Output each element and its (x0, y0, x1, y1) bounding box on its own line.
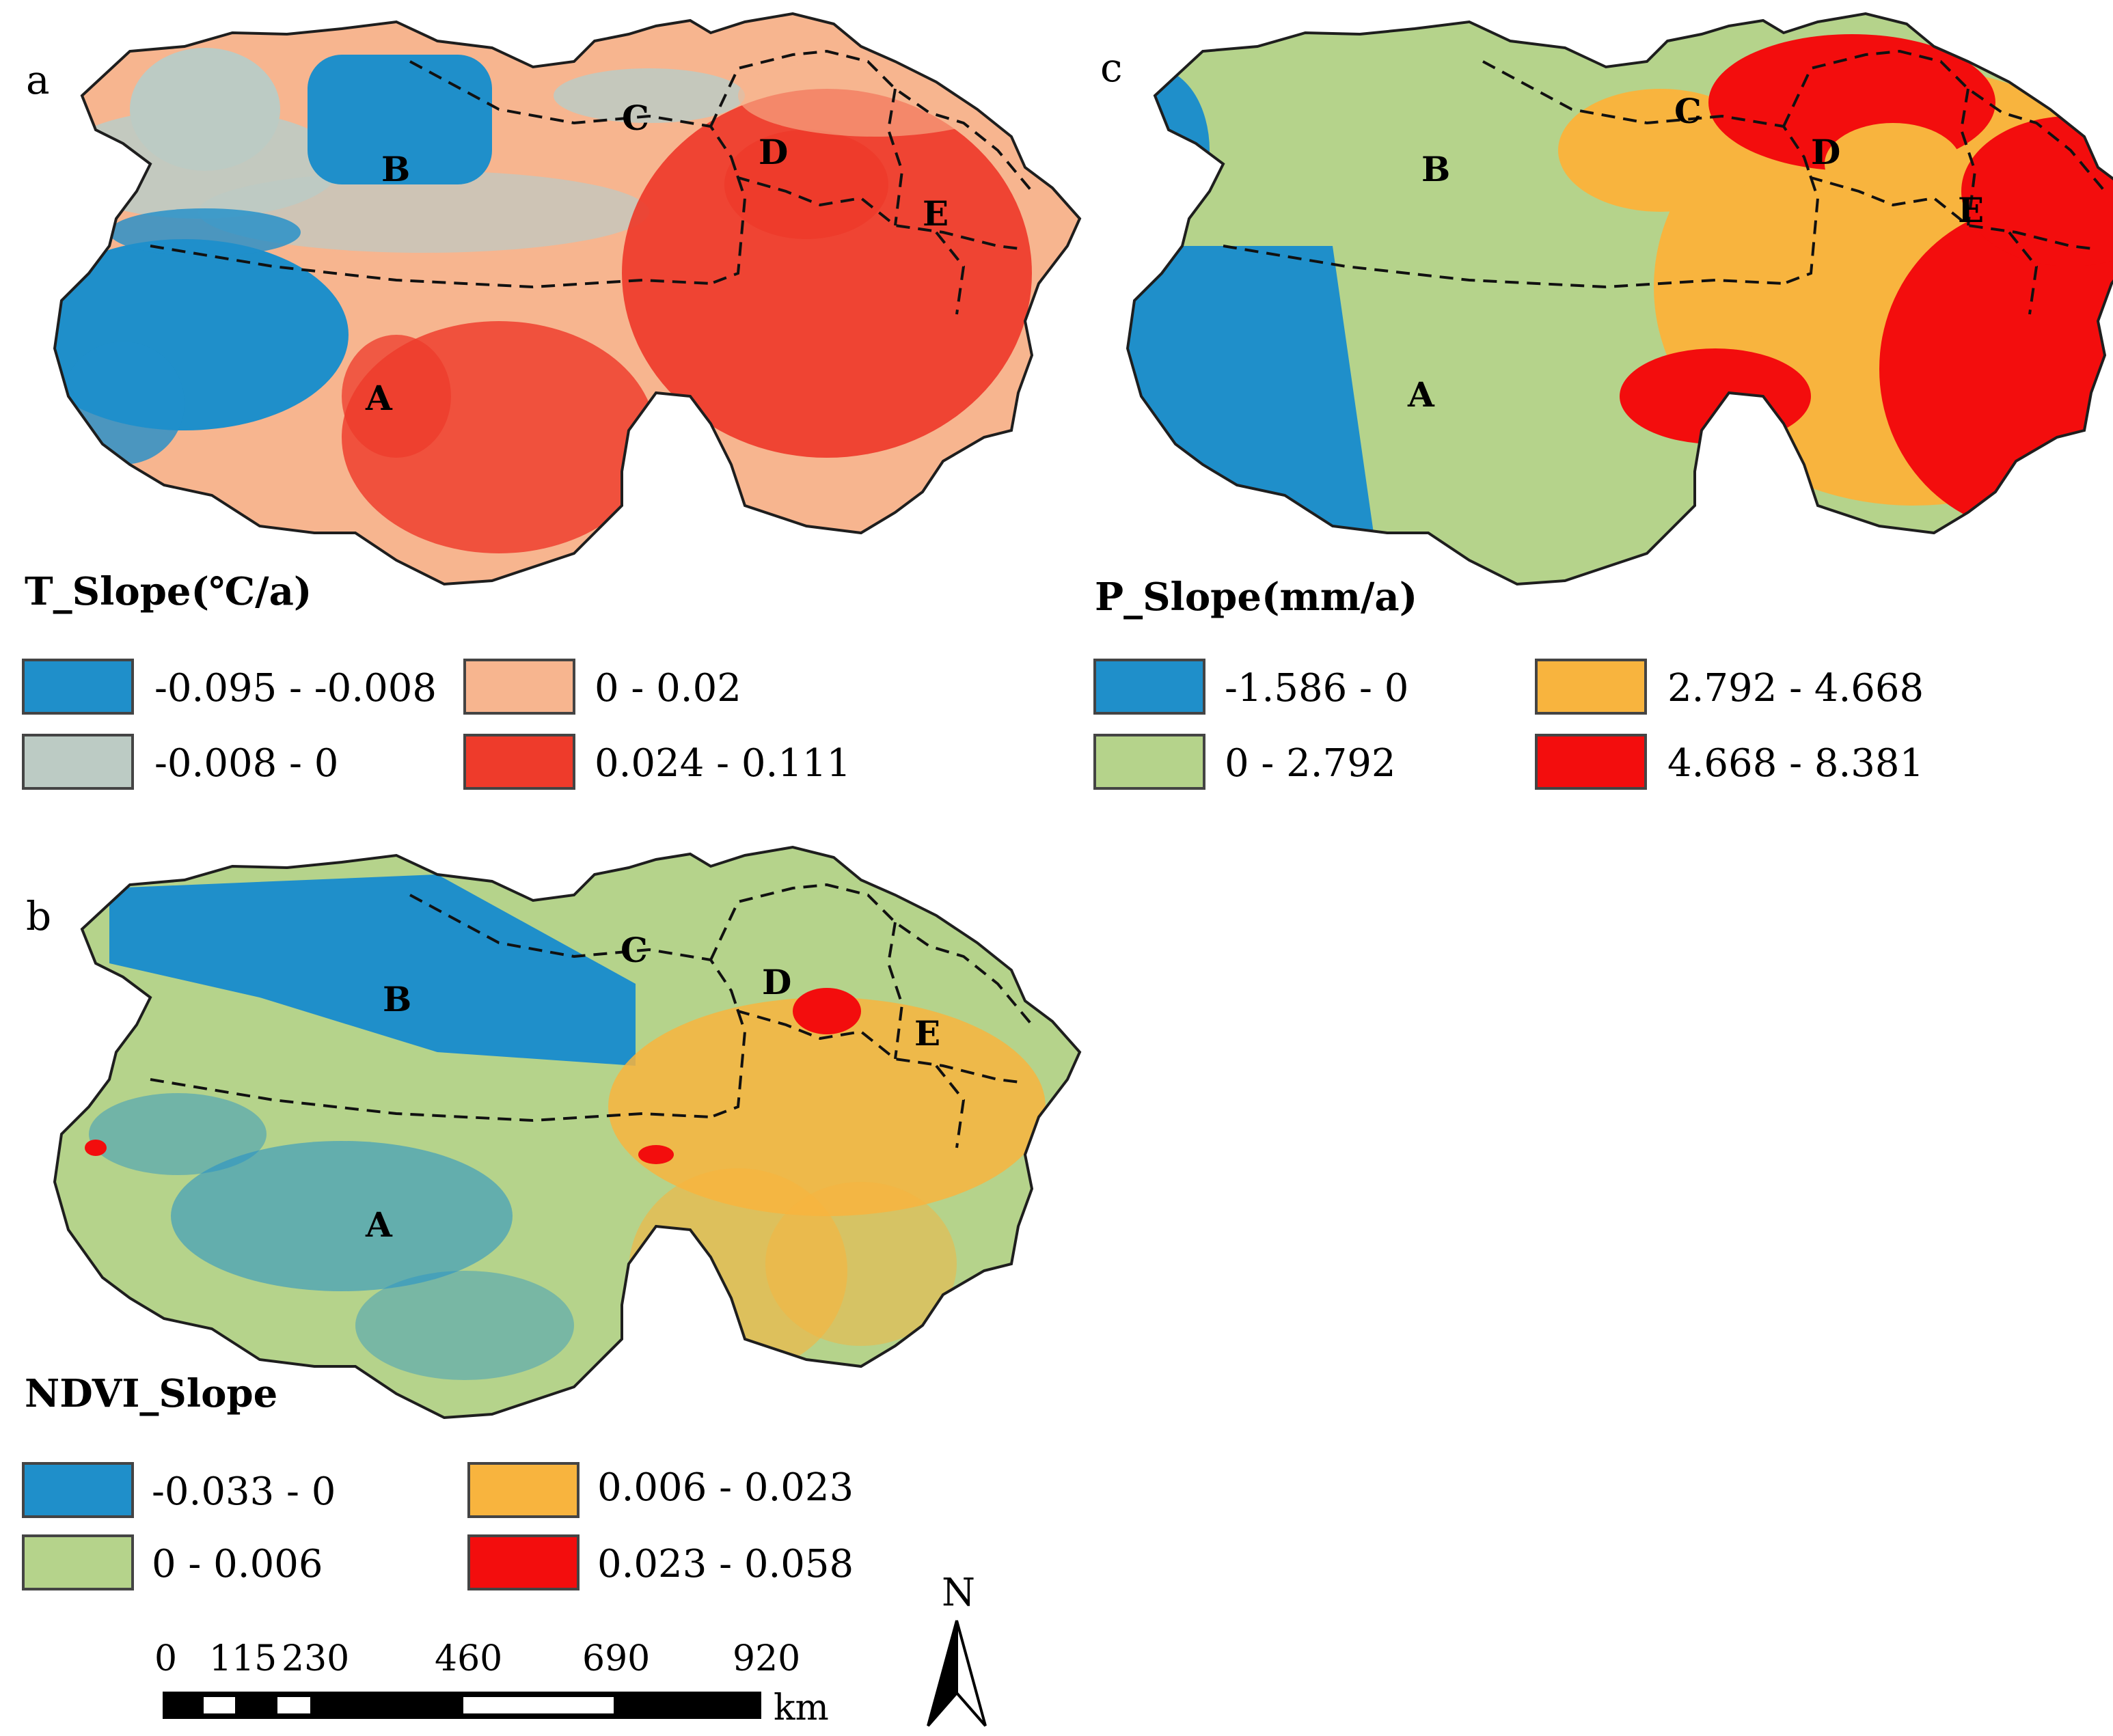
shade-patch-a-5 (308, 55, 492, 184)
region-label-a-C: C (622, 98, 649, 138)
legend-swatch-c-1 (1093, 659, 1205, 715)
legend-swatch-b-3 (22, 1534, 134, 1590)
scale-bar-segment-1 (204, 1697, 235, 1713)
shade-patch-c-2 (1128, 68, 1210, 232)
shade-patch-a-10 (724, 130, 888, 239)
legend-swatch-a-2 (463, 659, 575, 715)
region-label-a-A: A (365, 378, 393, 418)
shade-patch-b-8 (793, 988, 861, 1034)
legend-label-c-3: 0 - 2.792 (1225, 741, 1396, 786)
legend-swatch-a-4 (463, 734, 575, 790)
scale-bar-segment-2 (277, 1697, 310, 1713)
scale-tick-460: 460 (435, 1638, 503, 1679)
shade-patch-a-3 (130, 48, 280, 171)
shade-patch-a-7 (62, 342, 185, 465)
plateau-border-c (1126, 12, 2113, 586)
panel-label-c: c (1100, 44, 1123, 91)
legend-title-t-slope: T_Slope(℃/a) (25, 569, 312, 614)
region-label-b-B: B (383, 979, 411, 1019)
region-label-b-C: C (621, 930, 648, 970)
legend-swatch-b-2 (467, 1462, 580, 1518)
shade-patch-b-7 (765, 1182, 957, 1346)
shade-patch-c-10 (1825, 123, 1961, 205)
legend-label-c-1: -1.586 - 0 (1225, 666, 1409, 711)
legend-label-b-2: 0.006 - 0.023 (597, 1465, 854, 1510)
shade-patch-c-8 (1961, 116, 2113, 266)
shade-patch-c-4 (1558, 89, 1763, 212)
panel-label-a: a (26, 57, 50, 103)
region-label-b-E: E (914, 1013, 940, 1053)
north-arrow-icon (927, 1620, 987, 1727)
plateau-border-a (53, 12, 1082, 586)
shade-patch-a-4 (554, 68, 745, 123)
map-shading-a (55, 48, 1032, 553)
legend-swatch-c-2 (1535, 659, 1647, 715)
legend-label-b-3: 0 - 0.006 (152, 1542, 323, 1586)
scale-tick-690: 690 (582, 1638, 651, 1679)
scale-tick-230: 230 (282, 1638, 350, 1679)
map-panel-c: A B C D E (1126, 12, 2113, 586)
zone-boundaries-c (1223, 49, 2106, 315)
shade-patch-c-9 (1620, 348, 1811, 444)
region-label-c-B: B (1421, 149, 1450, 189)
region-label-b-D: D (762, 962, 791, 1002)
legend-label-a-4: 0.024 - 0.111 (595, 741, 851, 786)
shade-patch-a-12 (342, 335, 451, 458)
plateau-border-b (53, 845, 1082, 1420)
shade-patch-a-2 (198, 171, 649, 253)
legend-label-c-4: 4.668 - 8.381 (1667, 741, 1924, 786)
region-label-c-A: A (1407, 374, 1435, 415)
shade-patch-a-8 (109, 208, 301, 256)
zone-boundaries-b (150, 883, 1033, 1148)
legend-title-ndvi-slope: NDVI_Slope (25, 1371, 278, 1416)
legend-label-a-2: 0 - 0.02 (595, 666, 741, 711)
scale-bar-frame (163, 1692, 761, 1719)
region-label-a-B: B (381, 149, 410, 189)
scale-tick-0: 0 (154, 1638, 178, 1679)
shade-patch-b-3 (89, 1093, 267, 1175)
shade-patch-b-10 (85, 1140, 107, 1156)
scale-tick-115: 115 (209, 1638, 277, 1679)
region-label-c-C: C (1674, 91, 1702, 131)
north-arrow-label: N (942, 1571, 975, 1615)
legend-title-p-slope: P_Slope(mm/a) (1095, 575, 1418, 620)
shade-patch-a-6 (55, 239, 349, 430)
shade-patch-c-6 (1879, 205, 2113, 533)
legend-swatch-c-4 (1535, 734, 1647, 790)
legend-label-b-1: -0.033 - 0 (152, 1470, 336, 1514)
zone-boundaries-a (150, 49, 1033, 315)
shade-patch-b-4 (355, 1271, 574, 1380)
region-label-a-D: D (759, 132, 788, 172)
scale-bar (163, 1692, 761, 1719)
legend-label-a-1: -0.095 - -0.008 (154, 666, 437, 711)
legend-swatch-c-3 (1093, 734, 1205, 790)
scale-unit: km (774, 1687, 829, 1728)
shade-patch-c-1 (1128, 246, 1374, 533)
legend-swatch-b-1 (22, 1462, 134, 1518)
region-label-a-E: E (923, 193, 949, 234)
legend-label-c-2: 2.792 - 4.668 (1667, 666, 1924, 711)
shade-patch-a-9 (622, 89, 1032, 458)
region-label-c-E: E (1958, 190, 1984, 230)
shade-patch-b-1 (109, 874, 636, 1066)
legend-label-a-3: -0.008 - 0 (154, 741, 339, 786)
legend-swatch-a-1 (22, 659, 134, 715)
panel-label-b: b (26, 893, 52, 939)
shade-patch-b-2 (171, 1141, 513, 1291)
legend-swatch-a-3 (22, 734, 134, 790)
scale-tick-920: 920 (733, 1638, 801, 1679)
map-panel-b: A B C D E (53, 845, 1082, 1420)
shade-patch-b-9 (638, 1145, 674, 1164)
region-label-c-D: D (1811, 132, 1840, 172)
scale-bar-segment-3 (463, 1697, 614, 1713)
map-panel-a: A B C D E (53, 12, 1082, 586)
legend-swatch-b-4 (467, 1534, 580, 1590)
map-shading-b (85, 874, 1046, 1380)
region-label-b-A: A (365, 1204, 393, 1245)
shade-patch-b-5 (608, 997, 1046, 1216)
legend-label-b-4: 0.023 - 0.058 (597, 1542, 854, 1586)
